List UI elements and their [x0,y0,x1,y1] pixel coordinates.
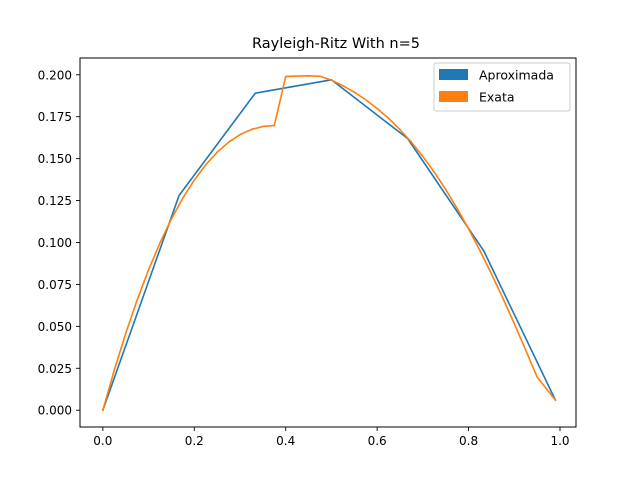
y-tick-label: 0.000 [38,404,72,418]
y-tick-label: 0.025 [38,362,72,376]
x-tick-label: 0.0 [93,434,112,448]
x-tick-label: 1.0 [550,434,569,448]
y-tick-label: 0.150 [38,152,72,166]
x-tick-label: 0.6 [368,434,387,448]
legend-label-exata: Exata [479,90,515,105]
x-tick-label: 0.8 [459,434,478,448]
legend-label-aproximada: Aproximada [479,68,554,83]
axes: 0.0 0.2 0.4 0.6 0.8 1.0 0.000 0.025 0.050 0.075 0.… [38,57,577,448]
y-tick-label: 0.050 [38,320,72,334]
y-tick-label: 0.200 [38,68,72,82]
y-tick-label: 0.125 [38,194,72,208]
y-tick-label: 0.100 [38,236,72,250]
y-tick-label: 0.075 [38,278,72,292]
series-line-exata [101,74,557,412]
x-tick-label: 0.4 [276,434,295,448]
plot-frame [79,57,577,428]
y-tick-label: 0.175 [38,110,72,124]
legend-swatch-exata [439,91,468,102]
chart-title: Rayleigh-Ritz With n=5 [252,36,420,52]
x-tick-label: 0.2 [185,434,204,448]
legend-swatch-aproximada [439,69,468,80]
series-line-aproximada [101,79,557,412]
legend: Aproximada Exata [433,62,571,112]
plot-area [101,74,557,412]
